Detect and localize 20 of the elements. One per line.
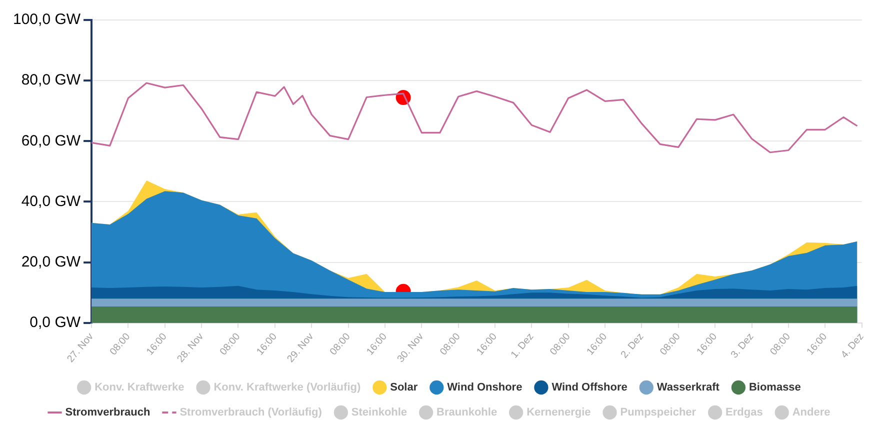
x-tick-label: 4. Dez (839, 331, 866, 361)
legend-label: Wasserkraft (656, 382, 720, 394)
x-tick-label: 28. Nov (175, 331, 206, 365)
x-tick-label: 1. Dez (509, 331, 536, 361)
x-tick-label: 27. Nov (65, 331, 96, 365)
y-tick-label: 60,0 GW (21, 132, 82, 150)
legend-label: Stromverbrauch (65, 406, 151, 419)
y-tick-label: 80,0 GW (21, 72, 82, 89)
y-tick-label: 40,0 GW (21, 192, 82, 210)
y-tick-label: 20,0 GW (21, 253, 82, 270)
x-tick-label: 2. Dez (619, 331, 646, 361)
y-tick-label: 0,0 GW (30, 314, 82, 332)
legend-label: Solar (390, 382, 418, 394)
legend-label: Biomasse (748, 382, 801, 394)
x-tick-label: 30. Nov (395, 331, 426, 365)
y-tick-label: 100,0 GW (13, 11, 82, 28)
x-tick-label: 29. Nov (285, 331, 316, 365)
legend-label: Wind Onshore (447, 382, 522, 394)
legend-label: Wind Offshore (552, 382, 628, 394)
x-tick-label: 3. Dez (729, 331, 756, 361)
